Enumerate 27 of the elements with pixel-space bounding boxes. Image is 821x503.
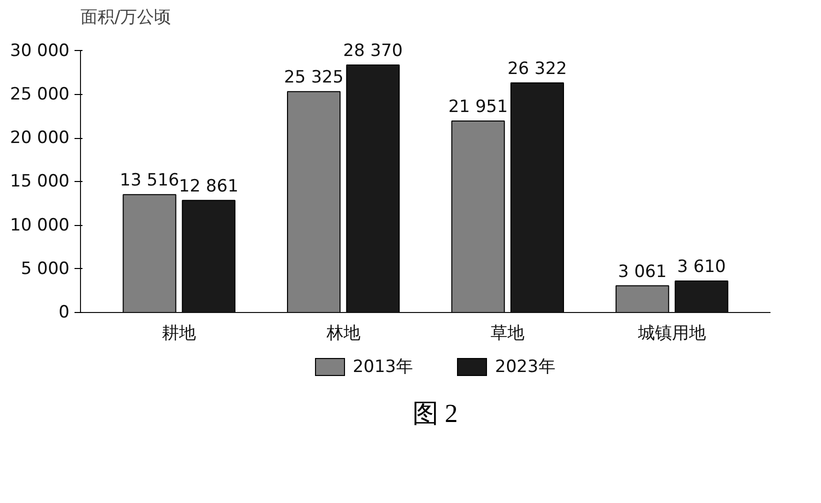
data-label: 12 861 bbox=[178, 176, 238, 196]
y-tick-label: 25 000 bbox=[10, 84, 70, 104]
y-tick-label: 0 bbox=[58, 302, 70, 322]
data-label: 26 322 bbox=[507, 58, 567, 79]
data-label: 3 061 bbox=[618, 262, 667, 282]
data-label: 28 370 bbox=[343, 41, 403, 62]
data-label: 3 610 bbox=[677, 257, 726, 278]
bar bbox=[287, 91, 341, 312]
data-label: 21 951 bbox=[448, 97, 508, 118]
x-tick-label: 耕地 bbox=[162, 324, 196, 344]
caption: 图 2 bbox=[411, 398, 459, 430]
y-tick-label: 15 000 bbox=[10, 172, 70, 192]
y-tick-label: 30 000 bbox=[10, 40, 70, 61]
x-tick-label: 林地 bbox=[325, 324, 360, 344]
bar bbox=[616, 285, 670, 312]
legend-label: 2013年 bbox=[352, 356, 413, 379]
data-label: 13 516 bbox=[120, 170, 180, 191]
x-tick-label: 草地 bbox=[490, 324, 525, 344]
bar bbox=[451, 120, 505, 312]
legend-label: 2023年 bbox=[495, 356, 556, 379]
y-axis-title: 面积/万公顷 bbox=[80, 8, 172, 28]
y-tick-label: 5 000 bbox=[20, 258, 70, 279]
bar bbox=[122, 194, 176, 312]
x-tick-label: 城镇用地 bbox=[636, 324, 706, 344]
data-label: 25 325 bbox=[284, 68, 344, 88]
y-tick-label: 10 000 bbox=[10, 215, 70, 236]
y-tick-label: 20 000 bbox=[10, 128, 70, 148]
